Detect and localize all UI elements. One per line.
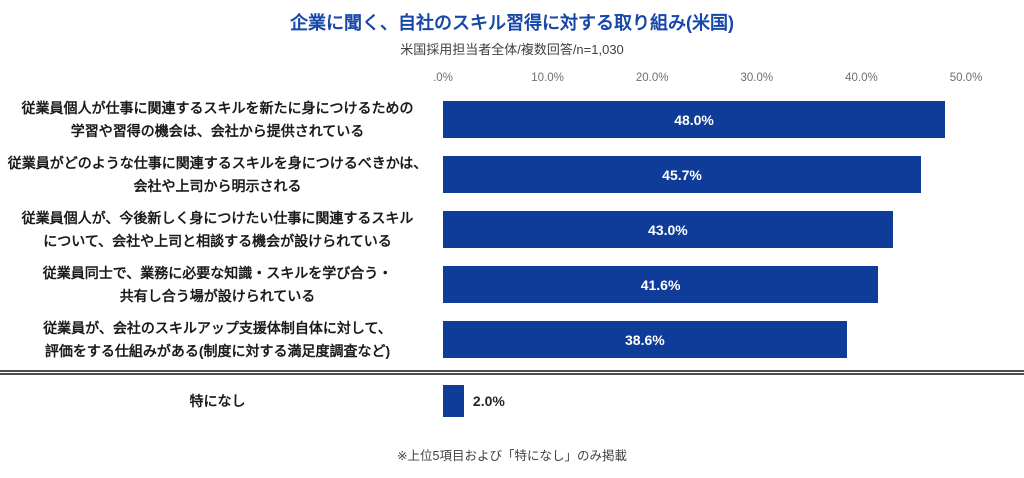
bar-row: 従業員同士で、業務に必要な知識・スキルを学び合う・ 共有し合う場が設けられている… xyxy=(0,257,1024,312)
bar-chart: .0% 10.0% 20.0% 30.0% 40.0% 50.0% 従業員個人が… xyxy=(0,72,1024,425)
bar-row: 従業員個人が、今後新しく身につけたい仕事に関連するスキル について、会社や上司と… xyxy=(0,202,1024,257)
plot-area: 41.6% xyxy=(443,257,966,312)
plot-area: 45.7% xyxy=(443,147,966,202)
axis-tick-track: .0% 10.0% 20.0% 30.0% 40.0% 50.0% xyxy=(433,72,982,92)
chart-title: 企業に聞く、自社のスキル習得に対する取り組み(米国) xyxy=(290,13,734,33)
section-divider xyxy=(0,370,1024,376)
bar: 38.6% xyxy=(443,321,847,359)
category-label: 従業員が、会社のスキルアップ支援体制自体に対して、 評価をする仕組みがある(制度… xyxy=(43,319,392,359)
category-label: 従業員個人が仕事に関連するスキルを新たに身につけるための 学習や習得の機会は、会… xyxy=(21,99,414,139)
bar-row: 従業員個人が仕事に関連するスキルを新たに身につけるための 学習や習得の機会は、会… xyxy=(0,92,1024,147)
bar-value-label: 41.6% xyxy=(640,276,681,293)
x-axis-tick-label: 50.0% xyxy=(949,72,983,85)
chart-subtitle: 米国採用担当者全体/複数回答/n=1,030 xyxy=(400,42,624,58)
x-axis-tick-label: 10.0% xyxy=(531,72,564,85)
category-label: 従業員がどのような仕事に関連するスキルを身につけるべきかは、 会社や上司から明示… xyxy=(7,154,428,194)
bar: 2.0% xyxy=(443,385,505,418)
bar-value-label: 48.0% xyxy=(674,111,714,128)
footnote: ※上位5項目および「特になし」のみ掲載 xyxy=(397,449,627,464)
plot-area: 48.0% xyxy=(443,92,966,147)
bar: 43.0% xyxy=(443,211,893,249)
category-label: 従業員個人が、今後新しく身につけたい仕事に関連するスキル について、会社や上司と… xyxy=(21,209,414,249)
bar-value-label: 43.0% xyxy=(648,221,688,238)
bar: 45.7% xyxy=(443,156,922,194)
x-axis-tick-label: 40.0% xyxy=(845,72,878,85)
bar-value-label: 2.0% xyxy=(472,393,505,410)
x-axis-tick-label: 20.0% xyxy=(635,72,669,85)
x-axis-tick-label: .0% xyxy=(433,72,453,85)
bar: 48.0% xyxy=(443,101,946,139)
plot-area: 43.0% xyxy=(443,202,966,257)
category-label: 特になし xyxy=(189,392,246,409)
bar-row: 従業員が、会社のスキルアップ支援体制自体に対して、 評価をする仕組みがある(制度… xyxy=(0,312,1024,367)
x-axis: .0% 10.0% 20.0% 30.0% 40.0% 50.0% xyxy=(0,72,1024,92)
x-axis-tick-label: 30.0% xyxy=(740,72,774,85)
bar-row: 特になし 2.0% xyxy=(0,377,1024,425)
bar-row: 従業員がどのような仕事に関連するスキルを身につけるべきかは、 会社や上司から明示… xyxy=(0,147,1024,202)
category-label: 従業員同士で、業務に必要な知識・スキルを学び合う・ 共有し合う場が設けられている xyxy=(42,264,393,304)
bar-value-label: 45.7% xyxy=(662,166,702,183)
bar: 41.6% xyxy=(443,266,879,304)
plot-area: 2.0% xyxy=(443,377,966,425)
bar-value-label: 38.6% xyxy=(625,331,665,348)
plot-area: 38.6% xyxy=(443,312,966,367)
